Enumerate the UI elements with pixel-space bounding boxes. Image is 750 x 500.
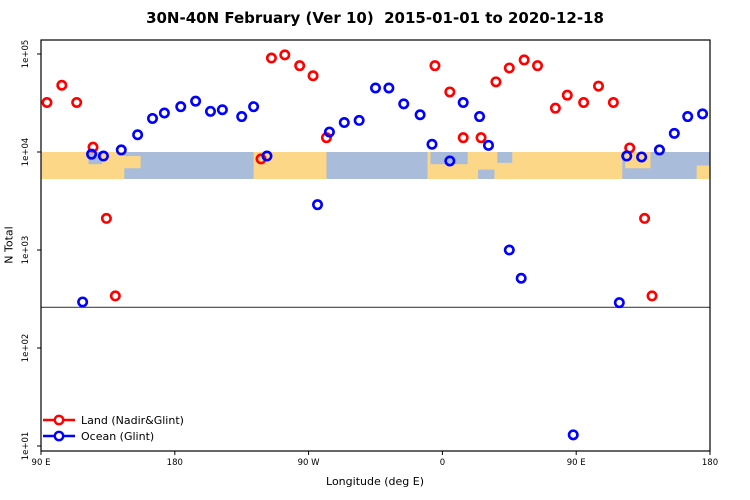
ocean-point	[147, 112, 159, 124]
land-point	[561, 89, 573, 101]
land-point	[490, 76, 502, 88]
ocean-point	[86, 148, 98, 160]
map-strip-land-segment	[696, 165, 710, 180]
legend-item-land: Land (Nadir&Glint)	[42, 412, 184, 428]
ocean-point	[457, 96, 469, 108]
ocean-point	[503, 244, 515, 256]
ocean-point	[323, 126, 335, 138]
land-point	[444, 86, 456, 98]
ocean-point	[398, 98, 410, 110]
ocean-point	[621, 150, 633, 162]
ocean-point	[115, 144, 127, 156]
ocean-point	[613, 297, 625, 309]
land-point	[518, 54, 530, 66]
land-point	[279, 49, 291, 61]
ocean-point	[216, 104, 228, 116]
ocean-point	[261, 150, 273, 162]
ocean-point	[653, 144, 665, 156]
ocean-point	[77, 296, 89, 308]
land-point	[549, 102, 561, 114]
land-point	[475, 132, 487, 144]
land-point	[457, 132, 469, 144]
ocean-point	[668, 127, 680, 139]
x-tick-label: 0	[440, 458, 445, 468]
ocean-point	[414, 109, 426, 121]
y-tick-label: 1e+02	[21, 334, 31, 363]
ocean-point	[567, 429, 579, 441]
land-point	[503, 62, 515, 74]
land-point	[307, 70, 319, 82]
ocean-point	[248, 101, 260, 113]
y-tick-label: 1e+04	[21, 138, 31, 167]
ocean-point	[515, 272, 527, 284]
legend: Land (Nadir&Glint) Ocean (Glint)	[42, 412, 184, 444]
ocean-point	[132, 129, 144, 141]
plot-border	[40, 39, 711, 452]
x-axis-label: Longitude (deg E)	[326, 475, 424, 488]
land-point	[532, 60, 544, 72]
ocean-point	[636, 151, 648, 163]
ocean-point	[175, 101, 187, 113]
land-point	[592, 80, 604, 92]
ocean-point	[236, 111, 248, 123]
land-point	[109, 290, 121, 302]
y-tick-label: 1e+05	[21, 40, 31, 69]
x-tick-label: 180	[702, 458, 718, 468]
ocean-point	[482, 139, 494, 151]
x-tick-label: 90 W	[298, 458, 321, 468]
y-tick-label: 1e+03	[21, 236, 31, 265]
ocean-point	[338, 116, 350, 128]
ocean-point	[697, 108, 709, 120]
ocean-point	[682, 111, 694, 123]
ocean-point	[444, 155, 456, 167]
ocean-point	[190, 95, 202, 107]
y-axis-label: N Total	[2, 226, 16, 264]
land-point	[639, 212, 651, 224]
land-point	[71, 96, 83, 108]
land-point	[646, 290, 658, 302]
x-tick-label: 90 E	[32, 458, 51, 468]
land-point	[578, 96, 590, 108]
ocean-marker-icon	[43, 430, 75, 442]
ocean-point	[158, 107, 170, 119]
chart-title: 30N-40N February (Ver 10) 2015-01-01 to …	[146, 9, 604, 27]
land-marker-icon	[43, 414, 75, 426]
land-point	[429, 60, 441, 72]
x-tick-label: 180	[167, 458, 183, 468]
legend-label-land: Land (Nadir&Glint)	[81, 413, 184, 427]
map-strip-water-patch	[478, 169, 495, 180]
land-point	[100, 212, 112, 224]
y-tick-label: 1e+01	[21, 432, 31, 461]
land-point	[265, 52, 277, 64]
x-tick-label: 90 E	[567, 458, 586, 468]
map-strip-water-patch	[497, 152, 513, 163]
ocean-point	[97, 150, 109, 162]
land-point	[56, 79, 68, 91]
ocean-point	[353, 114, 365, 126]
legend-item-ocean: Ocean (Glint)	[42, 428, 184, 444]
land-point	[41, 96, 53, 108]
land-point	[294, 60, 306, 72]
ocean-point	[426, 138, 438, 150]
land-point	[607, 96, 619, 108]
ocean-point	[204, 105, 216, 117]
ocean-point	[474, 111, 486, 123]
ocean-point	[383, 82, 395, 94]
ocean-point	[312, 199, 324, 211]
map-strip-land-segment	[100, 156, 141, 169]
legend-label-ocean: Ocean (Glint)	[81, 429, 155, 443]
ocean-point	[369, 82, 381, 94]
